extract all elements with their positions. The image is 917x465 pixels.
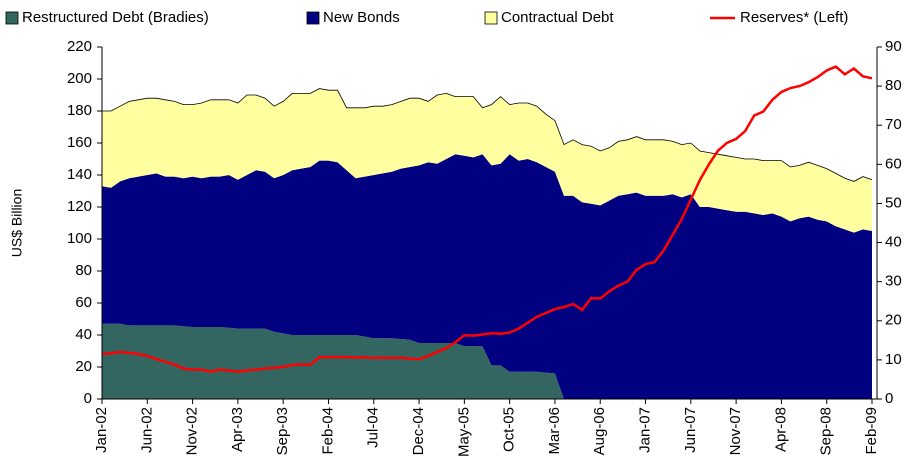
area	[102, 154, 872, 399]
y-tick-label: 0	[84, 390, 92, 407]
area	[102, 323, 872, 399]
y-tick-label: 20	[75, 358, 92, 375]
y-tick-label: 140	[67, 166, 92, 183]
stack-outline	[102, 88, 873, 182]
legend-label: New Bonds	[323, 9, 400, 26]
legend-label: Reserves* (Left)	[740, 9, 848, 26]
y-tick-label: 200	[67, 70, 92, 87]
y2-tick-label: 0	[885, 390, 893, 407]
y-tick-label: 100	[67, 230, 92, 247]
y2-tick-label: 80	[885, 77, 902, 94]
x-tick-label: Jun-07	[682, 407, 699, 453]
x-tick-label: Sep-08	[818, 407, 835, 455]
y2-tick-label: 40	[885, 234, 902, 251]
x-tick-label: Feb-09	[863, 407, 880, 455]
x-tick-label: Nov-02	[184, 407, 201, 455]
y-axis-title: US$ Billion	[9, 189, 25, 257]
x-tick-label: Jan-07	[636, 407, 653, 453]
legend-label: Contractual Debt	[501, 9, 614, 26]
x-tick-label: May-05	[455, 407, 472, 457]
y-tick-label: 80	[75, 262, 92, 279]
legend-marker	[306, 11, 320, 25]
legend-marker	[484, 11, 498, 25]
y2-tick-label: 70	[885, 116, 902, 133]
x-tick-label: Sep-03	[274, 407, 291, 455]
x-tick-label: Apr-08	[772, 407, 789, 452]
y-tick-label: 60	[75, 294, 92, 311]
x-tick-label: Aug-06	[591, 407, 608, 455]
y2-tick-label: 60	[885, 155, 902, 172]
x-tick-label: Jun-02	[138, 407, 155, 453]
y-tick-label: 120	[67, 198, 92, 215]
x-tick-label: Apr-03	[229, 407, 246, 452]
y2-tick-label: 30	[885, 273, 902, 290]
line	[101, 65, 873, 373]
y-tick-label: 220	[67, 38, 92, 55]
x-tick-label: Dec-04	[410, 407, 427, 455]
x-tick-label: Jan-02	[93, 407, 110, 453]
y2-tick-label: 50	[885, 194, 902, 211]
y2-tick-label: 90	[885, 38, 902, 55]
x-tick-label: Jul-04	[365, 407, 382, 448]
y-tick-label: 160	[67, 134, 92, 151]
y2-tick-label: 20	[885, 312, 902, 329]
x-tick-label: Mar-06	[546, 407, 563, 455]
legend-marker	[5, 11, 19, 25]
y-tick-label: 40	[75, 326, 92, 343]
x-tick-label: Oct-05	[501, 407, 518, 452]
x-tick-label: Nov-07	[727, 407, 744, 455]
area	[102, 88, 872, 233]
y2-tick-label: 10	[885, 351, 902, 368]
legend-label: Restructured Debt (Bradies)	[22, 9, 209, 26]
y-tick-label: 180	[67, 102, 92, 119]
x-tick-label: Feb-04	[319, 407, 336, 455]
